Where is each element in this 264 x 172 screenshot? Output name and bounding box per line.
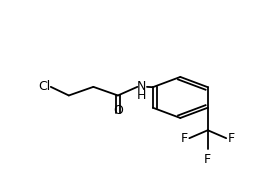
Text: F: F bbox=[228, 132, 235, 145]
Text: F: F bbox=[204, 153, 211, 166]
Text: H: H bbox=[137, 89, 146, 102]
Text: F: F bbox=[181, 132, 188, 145]
Text: O: O bbox=[113, 104, 123, 117]
Text: Cl: Cl bbox=[38, 80, 50, 93]
Text: N: N bbox=[137, 80, 146, 93]
